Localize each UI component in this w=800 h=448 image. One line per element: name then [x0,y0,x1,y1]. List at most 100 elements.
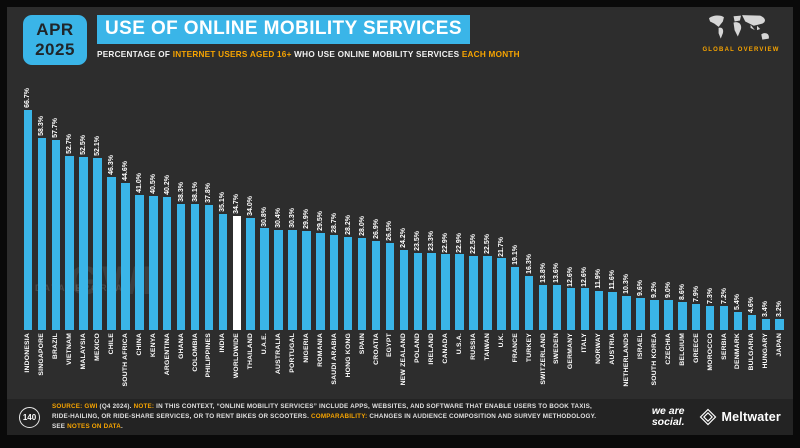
bar-value-label: 11.6% [609,270,617,290]
plain-text: (Q4 2024). [99,403,134,411]
bar-column: 8.6% BELGIUM [675,69,689,396]
bar [316,232,325,330]
bar-value-label: 19.1% [511,245,519,265]
bar-category-label: EGYPT [386,333,394,358]
bar [580,288,590,330]
meltwater-icon [699,408,716,426]
bar-value-label: 13.6% [553,263,561,284]
bar-category-label: SPAIN [358,333,366,355]
plain-text: CHANGES IN AUDIENCE COMPOSITION AND SURV… [52,413,597,430]
bar-category-label: GREECE [692,333,700,363]
bar-value-label: 34.0% [247,195,255,216]
bar [51,139,61,330]
bar [274,229,283,330]
bar [664,300,673,330]
bar-column: 66.7% INDONESIA [21,69,35,396]
bar-value-label: 22.9% [456,232,464,253]
bar [552,285,562,330]
plain-text: IN THIS CONTEXT, “ONLINE MOBILITY SERVIC… [52,403,592,421]
global-overview: GLOBAL OVERVIEW [699,13,783,53]
bar-value-label: 7.3% [706,287,714,304]
bar [719,306,729,330]
bar-category-label: MALAYSIA [80,333,88,370]
source-note: SOURCE: GWI (Q4 2024). NOTE: IN THIS CON… [52,402,597,431]
bar-column: 58.3% SINGAPORE [35,69,49,396]
bar-column: 44.6% SOUTH AFRICA [118,69,132,396]
bar [260,228,269,330]
bar [302,231,311,330]
bar-category-label: MEXICO [94,333,102,362]
bar-column: 9.6% ISRAEL [634,69,648,396]
bar-value-label: 40.5% [149,174,157,195]
bar-value-label: 4.6% [748,296,756,313]
bar-category-label: RUSSIA [469,333,477,360]
bar-column: 13.6% SWEDEN [550,69,564,396]
date-badge-year: 2025 [35,40,75,59]
bar-value-label: 30.8% [261,206,269,227]
bar-value-label: 35.1% [219,192,227,213]
bar-column: 5.4% DENMARK [731,69,745,396]
bar-category-label: KENYA [149,333,157,358]
bar [385,242,395,330]
bar-category-label: PORTUGAL [288,333,296,373]
bar-category-label: BELGIUM [678,333,686,366]
bar [37,137,47,330]
bar-value-label: 58.3% [38,115,46,136]
bar [524,276,534,330]
bar-category-label: GERMANY [567,333,575,370]
bar [469,255,478,330]
bar [204,205,214,330]
bar-column: 4.6% BULGARIA [745,69,759,396]
page-number: 140 [19,406,40,428]
bar-column: 11.9% NORWAY [592,69,606,396]
bar-category-label: SAUDI ARABIA [330,333,338,385]
bar-column: 26.5% EGYPT [383,69,397,396]
bar-category-label: SOUTH KOREA [650,333,658,386]
bar-value-label: 7.2% [720,288,728,305]
bar-column: 52.1% MEXICO [91,69,105,396]
bar [79,156,88,330]
bar-column: 35.1% INDIA [216,69,230,396]
bar [288,230,297,330]
bar-category-label: AUSTRIA [609,333,617,365]
bar-category-label: ISRAEL [637,333,645,360]
bar-column: 38.3% GHANA [174,69,188,396]
footer: 140 SOURCE: GWI (Q4 2024). NOTE: IN THIS… [7,399,793,435]
bar-column: 12.6% GERMANY [564,69,578,396]
highlighted-text: NOTES ON DATA [67,422,121,430]
bar-value-label: 26.9% [372,219,380,240]
bar-category-label: GHANA [177,333,185,359]
bar-column: 29.5% ROMANIA [313,69,327,396]
bar-column: 28.7% SAUDI ARABIA [327,69,341,396]
bar [510,267,520,330]
page-title: USE OF ONLINE MOBILITY SERVICES [97,15,470,44]
bar-category-label: TAIWAN [483,333,491,361]
bar [190,204,200,330]
bar-category-label: CROATIA [372,333,380,365]
bar-value-label: 38.1% [191,182,199,203]
bar-column: 7.9% GREECE [689,69,703,396]
highlighted-text: COMPARABILITY: [310,413,370,421]
bar-category-label: U.A.E. [261,333,269,355]
bar-category-label: CANADA [442,333,450,364]
bar [678,301,687,330]
bar-value-label: 38.3% [177,181,185,202]
bar-column: 28.2% HONG KONG [341,69,355,396]
bar-value-label: 16.3% [525,254,533,275]
we-are-social-logo: we are social. [652,405,685,428]
plain-text: PERCENTAGE OF [97,50,173,59]
bar-value-label: 21.7% [497,236,505,257]
bar [65,156,74,330]
bar-category-label: ITALY [581,333,589,353]
bar-column: 30.8% U.A.E. [258,69,272,396]
bar [483,255,492,330]
bar-column: 29.9% NIGERIA [299,69,313,396]
bar-value-label: 23.3% [428,231,436,252]
bar [733,312,743,330]
slide: APR 2025 USE OF ONLINE MOBILITY SERVICES… [7,7,793,435]
bar-category-label: CHILE [107,333,115,355]
bar-column: 7.3% MOROCCO [703,69,717,396]
bar [93,158,102,330]
bar-column: 11.6% AUSTRIA [606,69,620,396]
bar-category-label: CHINA [135,333,143,356]
